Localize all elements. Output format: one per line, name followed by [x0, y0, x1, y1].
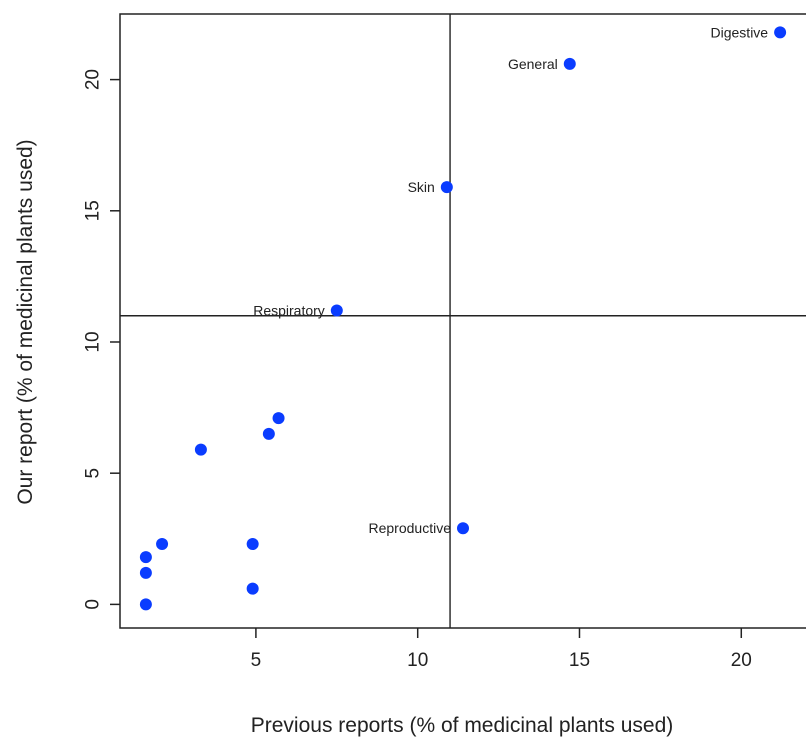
y-tick-label: 5	[83, 468, 104, 479]
y-tick-label: 20	[83, 69, 104, 90]
point-labels-layer: Digestive General Skin Respiratory Reproduct…	[253, 24, 768, 536]
y-tick-label: 0	[83, 599, 104, 610]
data-point	[563, 57, 576, 70]
x-tick-label: 5	[251, 650, 262, 671]
data-point	[272, 412, 285, 425]
data-point	[246, 582, 259, 595]
x-axis-title: Previous reports (% of medicinal plants …	[251, 714, 674, 737]
data-point	[774, 26, 787, 39]
data-point	[139, 598, 152, 611]
point-label: General	[508, 56, 558, 72]
x-tick-label: 10	[407, 650, 428, 671]
data-point	[139, 551, 152, 564]
y-axis-title: Our report (% of medicinal plants used)	[14, 139, 37, 504]
reference-lines-layer	[120, 14, 806, 628]
data-point	[246, 538, 259, 551]
axes-layer: 5 10 15 20 0 5 10 15 20	[83, 69, 752, 671]
data-point	[262, 427, 275, 440]
point-label: Respiratory	[253, 302, 325, 318]
plot-frame-layer	[119, 13, 806, 629]
plot-frame	[119, 13, 806, 629]
x-tick-label: 20	[731, 650, 752, 671]
data-points-layer	[139, 26, 787, 611]
point-label: Digestive	[711, 24, 769, 40]
y-tick-label: 10	[83, 331, 104, 352]
data-point	[194, 443, 207, 456]
data-point	[457, 522, 469, 535]
x-tick-label: 15	[569, 650, 590, 671]
data-point	[156, 538, 169, 551]
data-point	[440, 181, 453, 194]
y-tick-label: 15	[83, 200, 104, 221]
point-label: Reproductive	[369, 520, 452, 536]
data-point	[330, 304, 343, 317]
data-point	[139, 566, 152, 579]
point-label: Skin	[408, 179, 435, 195]
